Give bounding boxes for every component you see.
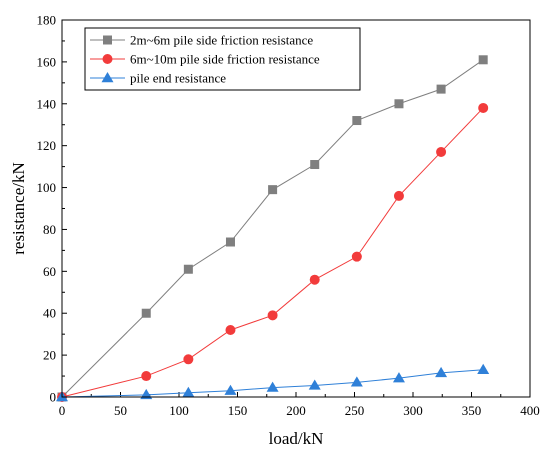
series-3-point	[477, 363, 490, 374]
legend: 2m~6m pile side friction resistance 6m~10…	[84, 27, 361, 91]
x-tick-label: 250	[345, 403, 365, 418]
y-tick-label: 100	[37, 180, 57, 195]
legend-item: 6m~10m pile side friction resistance	[90, 52, 320, 67]
x-tick-label: 150	[228, 403, 248, 418]
legend-box	[84, 27, 361, 91]
series-layer	[56, 55, 490, 402]
series-2-point	[225, 324, 236, 335]
series-1-point	[183, 264, 193, 274]
series-2-point	[436, 146, 447, 157]
y-tick-label: 120	[37, 138, 57, 153]
series-2-point	[183, 354, 194, 365]
legend-item: 2m~6m pile side friction resistance	[90, 33, 313, 48]
series-3-point	[266, 381, 279, 392]
series-2-point	[478, 102, 489, 113]
y-tick-label: 180	[37, 13, 57, 28]
legend-label: pile end resistance	[130, 71, 226, 86]
legend-item: pile end resistance	[90, 71, 226, 86]
series-1-point	[478, 55, 488, 65]
series-3-point	[182, 386, 195, 398]
x-tick-label: 50	[114, 403, 127, 418]
series-3-point	[224, 384, 237, 395]
series-1-point	[310, 160, 320, 170]
series-2-line	[61, 107, 484, 398]
x-axis-title: load/kN	[269, 429, 324, 448]
x-tick-label: 0	[59, 403, 66, 418]
series-3-line	[61, 369, 484, 398]
series-1-point	[352, 116, 362, 126]
y-tick-label: 140	[37, 96, 57, 111]
y-axis-title: resistance/kN	[9, 162, 28, 255]
series-1-point	[436, 84, 446, 94]
series-3-point	[308, 379, 321, 390]
legend-label: 6m~10m pile side friction resistance	[130, 52, 320, 67]
y-tick-label: 160	[37, 54, 57, 69]
series-2-point	[267, 310, 278, 321]
y-tick-label: 0	[50, 390, 57, 405]
x-tick-label: 100	[169, 403, 189, 418]
series-2	[57, 102, 489, 402]
x-tick-label: 300	[403, 403, 423, 418]
series-2-point	[351, 251, 362, 262]
series-2-point	[309, 274, 320, 285]
x-tick-label: 200	[286, 403, 306, 418]
series-1-point	[225, 237, 235, 247]
series-1	[57, 55, 488, 402]
series-2-point	[393, 190, 404, 201]
legend-marker	[103, 35, 112, 45]
series-1-point	[268, 185, 278, 195]
y-tick-label: 80	[43, 222, 56, 237]
legend-marker	[102, 54, 113, 64]
series-2-point	[141, 371, 152, 382]
series-3-point	[140, 388, 153, 400]
series-3-point	[435, 366, 448, 378]
y-tick-label: 60	[43, 264, 56, 279]
x-tick-label: 400	[520, 403, 540, 418]
series-1-line	[61, 59, 484, 398]
series-3-point	[392, 372, 405, 383]
x-tick-label: 350	[462, 403, 482, 418]
legend-label: 2m~6m pile side friction resistance	[130, 33, 313, 48]
series-1-point	[394, 99, 404, 109]
y-tick-label: 20	[43, 348, 56, 363]
series-1-point	[141, 308, 151, 318]
plot-frame	[61, 19, 531, 398]
series-3-point	[350, 376, 363, 387]
axis-ticks: 0 50 100 150 200 250 300 350 400 0 20 40 60 80 100 120 1…	[37, 13, 540, 419]
y-tick-label: 40	[43, 306, 56, 321]
legend-marker	[101, 72, 114, 83]
